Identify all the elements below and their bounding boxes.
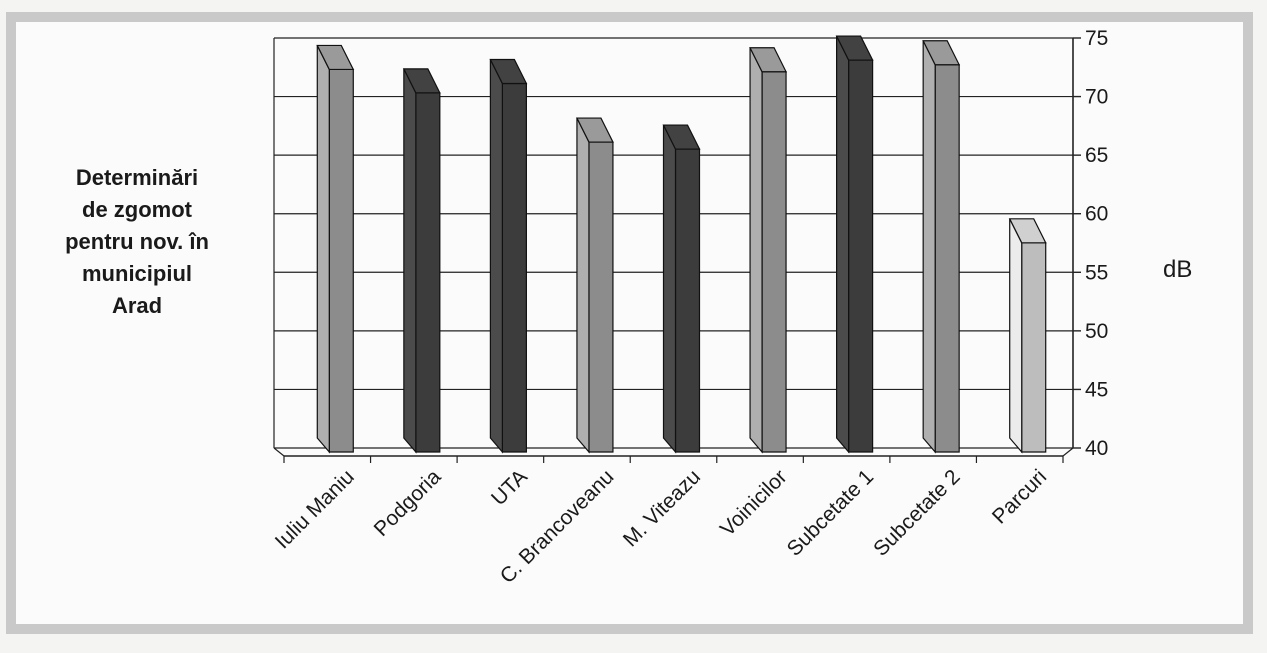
x-tick-label: Parcuri (988, 465, 1051, 528)
bar-top (922, 40, 961, 66)
floor-right-edge (1062, 447, 1074, 457)
y-tick-label: 65 (1085, 144, 1108, 167)
x-tick-label: M. Viteazu (619, 465, 705, 551)
bar-side (489, 59, 503, 454)
bar-front (848, 59, 874, 453)
y-tick-label: 55 (1085, 261, 1108, 284)
y-tick-label: 40 (1085, 437, 1108, 460)
x-tick-label: Subcetate 2 (869, 465, 965, 561)
bar (835, 35, 874, 454)
bar (402, 68, 441, 454)
x-tick-label: Podgoria (370, 465, 446, 541)
bar-front (1021, 242, 1047, 453)
bar-front (415, 92, 441, 453)
bar (662, 124, 701, 454)
bar-front (674, 148, 701, 453)
bar-top (835, 35, 874, 61)
y-tick-label: 60 (1085, 203, 1108, 226)
y-tick-label: 70 (1085, 86, 1108, 109)
bar-front (588, 141, 614, 453)
bar-side (1009, 218, 1023, 454)
bar-side (662, 124, 677, 454)
bar (489, 58, 528, 454)
floor-left-edge (273, 447, 285, 457)
y-tick-label: 75 (1085, 27, 1108, 50)
x-tick-label: Subcetate 1 (783, 465, 879, 561)
bar-top (662, 124, 701, 150)
bar (1008, 218, 1047, 454)
bar-side (576, 117, 590, 454)
bar (316, 44, 355, 454)
bar-top (316, 44, 355, 71)
y-axis-label: dB (1163, 256, 1193, 283)
bar (749, 47, 788, 454)
bar-top (1008, 218, 1047, 244)
bar-top (749, 47, 788, 73)
x-tick-label: Voinicilor (716, 465, 792, 541)
bars (316, 35, 1047, 454)
x-tick-label: Iuliu Maniu (271, 465, 359, 553)
y-tick-labels: 40 45 50 55 60 65 70 75 (1085, 27, 1108, 460)
bar-side (836, 35, 850, 454)
bar-front (328, 68, 354, 453)
bar-top (575, 117, 614, 143)
bar (922, 40, 961, 454)
bar-front (761, 71, 787, 453)
bar-top (402, 68, 441, 94)
axes (273, 37, 1081, 463)
bar-top (489, 58, 528, 85)
y-tick-label: 50 (1085, 320, 1108, 343)
bar-side (316, 45, 330, 454)
bar-side (749, 47, 763, 454)
chart-title: Determinări de zgomot pentru nov. în mun… (65, 165, 209, 318)
bar-front (934, 64, 960, 453)
x-tick-label: UTA (487, 465, 532, 510)
y-tick-label: 45 (1085, 378, 1108, 401)
bar-side (403, 68, 417, 454)
bar (575, 117, 614, 454)
bar-side (922, 40, 936, 454)
bar-front (501, 82, 527, 453)
